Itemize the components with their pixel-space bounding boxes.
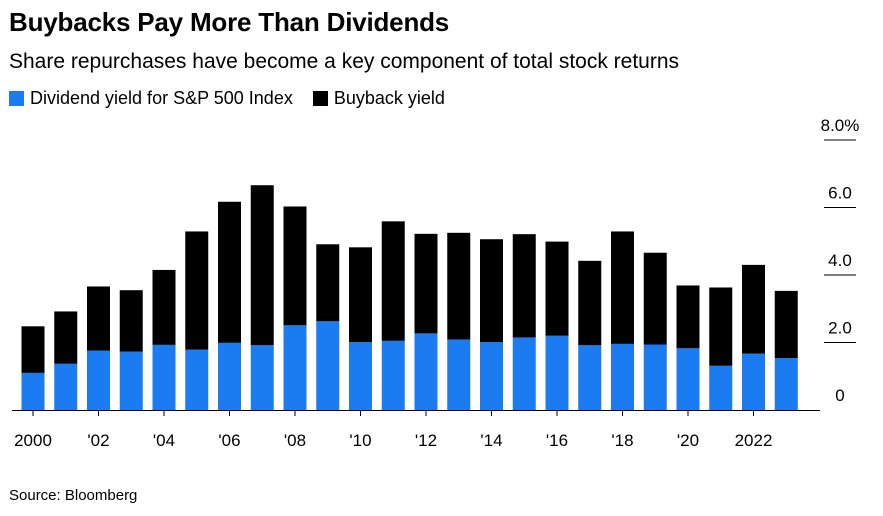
bar-buyback-2023 bbox=[774, 290, 798, 359]
bar-dividend-2014 bbox=[480, 342, 503, 410]
bar-buyback-2022 bbox=[742, 264, 765, 354]
y-tick-label: 2.0 bbox=[828, 319, 852, 338]
y-tick-label: 8.0% bbox=[821, 116, 860, 135]
bar-dividend-2009 bbox=[316, 321, 340, 410]
bar-dividend-2010 bbox=[349, 342, 372, 410]
x-tick-label: 2000 bbox=[14, 431, 52, 450]
bar-buyback-2006 bbox=[218, 201, 241, 343]
bar-buyback-2017 bbox=[578, 260, 602, 346]
bar-buyback-2011 bbox=[381, 221, 405, 341]
bar-dividend-2015 bbox=[512, 337, 536, 410]
bar-buyback-2002 bbox=[87, 286, 110, 351]
bar-buyback-2001 bbox=[54, 311, 78, 364]
bar-dividend-2023 bbox=[774, 358, 798, 410]
bar-buyback-2020 bbox=[676, 285, 700, 349]
bar-dividend-2012 bbox=[414, 333, 438, 410]
y-tick-label: 0 bbox=[835, 386, 844, 405]
bar-dividend-2004 bbox=[152, 344, 176, 410]
source-note: Source: Bloomberg bbox=[9, 487, 138, 504]
x-tick-label: '02 bbox=[87, 431, 109, 450]
legend-label-buyback: Buyback yield bbox=[333, 88, 445, 108]
y-tick-label: 4.0 bbox=[828, 251, 852, 270]
x-tick-label: '18 bbox=[611, 431, 633, 450]
bar-buyback-2015 bbox=[512, 234, 536, 338]
bar-dividend-2003 bbox=[119, 351, 143, 410]
bar-dividend-2017 bbox=[578, 345, 602, 410]
bar-buyback-2003 bbox=[119, 290, 143, 352]
bar-dividend-2016 bbox=[545, 335, 569, 410]
bar-buyback-2013 bbox=[447, 232, 471, 340]
x-tick-label: '20 bbox=[677, 431, 699, 450]
bar-dividend-2020 bbox=[676, 348, 700, 410]
legend-label-dividend: Dividend yield for S&P 500 Index bbox=[30, 88, 293, 108]
x-tick-label: '06 bbox=[218, 431, 240, 450]
legend: Dividend yield for S&P 500 Index Buyback… bbox=[9, 88, 465, 109]
x-tick-label: '04 bbox=[153, 431, 175, 450]
bar-buyback-2009 bbox=[316, 244, 340, 322]
legend-swatch-buyback bbox=[312, 91, 328, 106]
legend-item-buyback: Buyback yield bbox=[312, 88, 445, 109]
bar-buyback-2008 bbox=[283, 206, 307, 326]
bar-dividend-2008 bbox=[283, 325, 307, 410]
bar-buyback-2021 bbox=[709, 287, 733, 366]
chart-title: Buybacks Pay More Than Dividends bbox=[9, 7, 450, 37]
bar-buyback-2012 bbox=[414, 233, 438, 334]
legend-swatch-dividend bbox=[9, 91, 24, 106]
x-tick-label: '16 bbox=[546, 431, 568, 450]
x-tick-label: '12 bbox=[415, 431, 437, 450]
bar-buyback-2016 bbox=[545, 241, 569, 336]
bar-dividend-2018 bbox=[611, 343, 634, 410]
y-tick-label: 6.0 bbox=[828, 184, 852, 203]
bar-buyback-2010 bbox=[349, 247, 372, 343]
chart-subtitle: Share repurchases have become a key comp… bbox=[9, 50, 680, 73]
bar-buyback-2005 bbox=[185, 231, 209, 350]
bar-dividend-2013 bbox=[447, 339, 471, 410]
bar-buyback-2004 bbox=[152, 269, 176, 345]
bar-buyback-2014 bbox=[480, 239, 503, 343]
bar-dividend-2022 bbox=[742, 353, 765, 410]
x-tick-label: 2022 bbox=[735, 431, 773, 450]
bar-dividend-2007 bbox=[250, 345, 274, 410]
bar-dividend-2011 bbox=[381, 340, 405, 410]
bar-buyback-2018 bbox=[611, 231, 634, 344]
bar-dividend-2001 bbox=[54, 363, 78, 410]
bar-dividend-2000 bbox=[21, 372, 45, 410]
bar-buyback-2000 bbox=[21, 326, 45, 373]
x-tick-label: '14 bbox=[480, 431, 502, 450]
bar-dividend-2002 bbox=[87, 350, 110, 410]
bar-buyback-2019 bbox=[643, 252, 667, 345]
bar-dividend-2005 bbox=[185, 349, 209, 410]
x-tick-label: '08 bbox=[284, 431, 306, 450]
bar-dividend-2006 bbox=[218, 342, 241, 410]
bar-dividend-2019 bbox=[643, 344, 667, 410]
bar-buyback-2007 bbox=[250, 185, 274, 346]
bar-dividend-2021 bbox=[709, 365, 733, 410]
x-tick-label: '10 bbox=[349, 431, 371, 450]
legend-item-dividend: Dividend yield for S&P 500 Index bbox=[9, 88, 293, 109]
